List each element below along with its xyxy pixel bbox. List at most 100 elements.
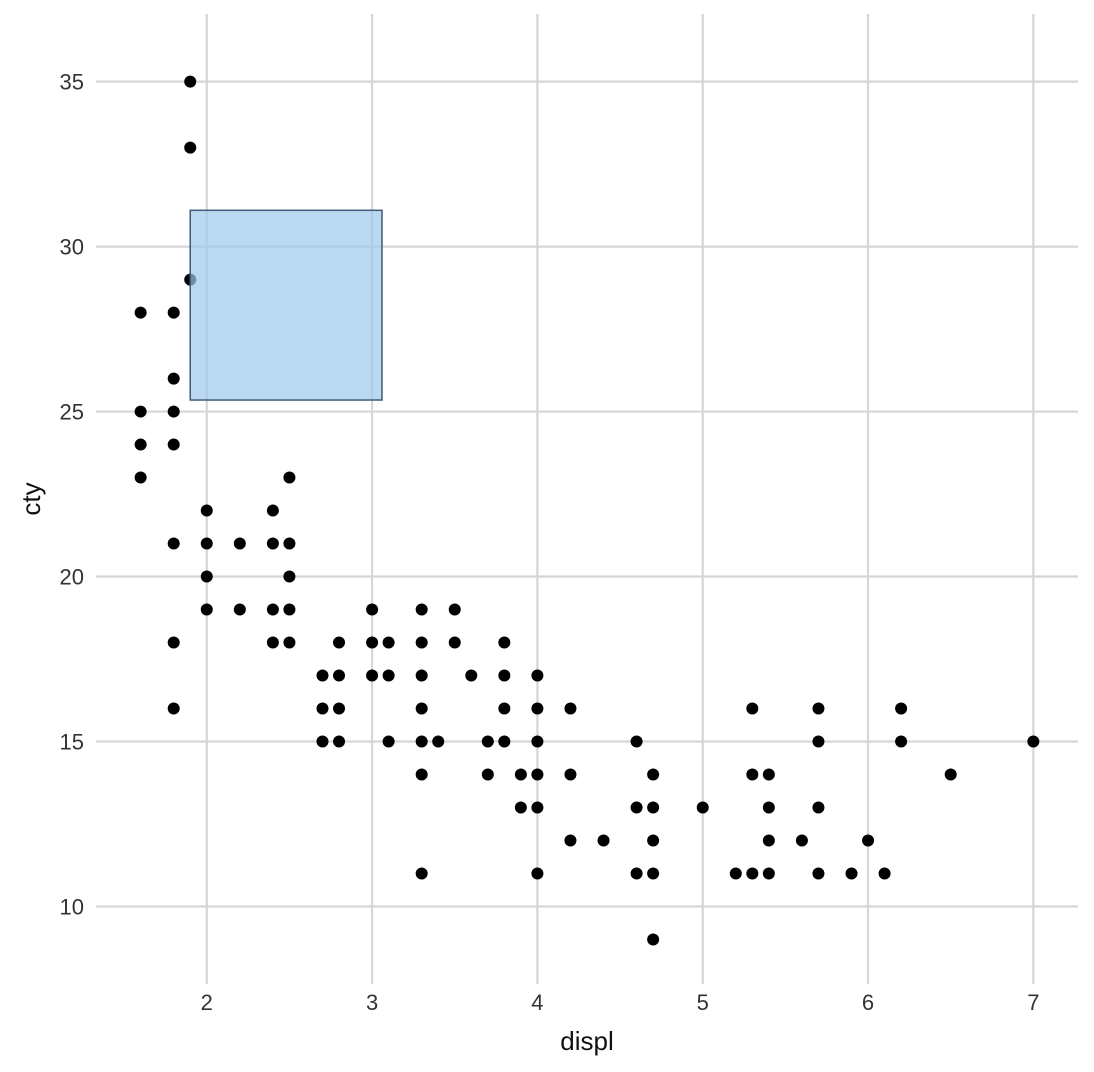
data-point-4 bbox=[167, 306, 180, 319]
data-point-99 bbox=[647, 933, 660, 946]
x-tick-label-7: 7 bbox=[1027, 990, 1039, 1015]
data-point-71 bbox=[564, 768, 577, 781]
data-point-50 bbox=[531, 702, 544, 715]
data-point-14 bbox=[167, 537, 180, 550]
data-point-35 bbox=[448, 636, 461, 649]
data-point-62 bbox=[531, 735, 544, 748]
data-point-90 bbox=[531, 867, 544, 880]
grid-lines bbox=[96, 14, 1078, 984]
data-point-98 bbox=[878, 867, 891, 880]
data-point-27 bbox=[448, 603, 461, 616]
data-point-40 bbox=[382, 669, 395, 682]
data-point-48 bbox=[415, 702, 428, 715]
data-point-86 bbox=[762, 834, 775, 847]
data-point-30 bbox=[283, 636, 296, 649]
data-point-79 bbox=[647, 801, 660, 814]
data-point-61 bbox=[498, 735, 511, 748]
y-tick-label-30: 30 bbox=[60, 235, 84, 260]
data-point-91 bbox=[630, 867, 643, 880]
data-point-83 bbox=[564, 834, 577, 847]
data-point-46 bbox=[316, 702, 329, 715]
data-point-59 bbox=[432, 735, 445, 748]
data-point-42 bbox=[465, 669, 478, 682]
data-point-32 bbox=[366, 636, 379, 649]
data-point-41 bbox=[415, 669, 428, 682]
data-point-19 bbox=[200, 570, 213, 583]
y-tick-label-35: 35 bbox=[60, 70, 84, 95]
data-point-8 bbox=[134, 438, 147, 451]
y-tick-label-10: 10 bbox=[60, 894, 84, 919]
data-point-82 bbox=[812, 801, 825, 814]
data-point-43 bbox=[498, 669, 511, 682]
data-point-58 bbox=[415, 735, 428, 748]
y-tick-label-20: 20 bbox=[60, 565, 84, 590]
data-point-45 bbox=[167, 702, 180, 715]
data-point-49 bbox=[498, 702, 511, 715]
x-tick-label-6: 6 bbox=[862, 990, 874, 1015]
data-point-11 bbox=[283, 471, 296, 484]
x-axis-ticks: 2 3 4 5 6 7 bbox=[201, 990, 1040, 1015]
data-point-84 bbox=[597, 834, 610, 847]
data-point-94 bbox=[746, 867, 759, 880]
y-tick-label-15: 15 bbox=[60, 730, 84, 755]
data-point-7 bbox=[167, 405, 180, 418]
data-point-74 bbox=[762, 768, 775, 781]
data-point-33 bbox=[382, 636, 395, 649]
data-point-55 bbox=[316, 735, 329, 748]
data-point-5 bbox=[167, 372, 180, 385]
data-point-81 bbox=[762, 801, 775, 814]
data-point-78 bbox=[630, 801, 643, 814]
data-point-68 bbox=[481, 768, 494, 781]
data-point-89 bbox=[415, 867, 428, 880]
data-point-57 bbox=[382, 735, 395, 748]
x-tick-label-3: 3 bbox=[366, 990, 378, 1015]
data-point-75 bbox=[944, 768, 957, 781]
data-point-72 bbox=[647, 768, 660, 781]
data-point-31 bbox=[333, 636, 346, 649]
data-point-6 bbox=[134, 405, 147, 418]
data-point-96 bbox=[812, 867, 825, 880]
data-point-51 bbox=[564, 702, 577, 715]
brush-selection[interactable] bbox=[189, 209, 383, 401]
data-point-22 bbox=[233, 603, 246, 616]
data-point-95 bbox=[762, 867, 775, 880]
data-point-10 bbox=[134, 471, 147, 484]
data-point-37 bbox=[316, 669, 329, 682]
data-point-21 bbox=[200, 603, 213, 616]
data-point-3 bbox=[134, 306, 147, 319]
data-point-39 bbox=[366, 669, 379, 682]
x-axis-title: displ bbox=[560, 1026, 613, 1056]
data-point-29 bbox=[266, 636, 279, 649]
data-point-66 bbox=[1027, 735, 1040, 748]
data-point-63 bbox=[630, 735, 643, 748]
data-point-88 bbox=[862, 834, 875, 847]
data-point-97 bbox=[845, 867, 858, 880]
data-point-56 bbox=[333, 735, 346, 748]
data-point-24 bbox=[283, 603, 296, 616]
y-axis-ticks: 10 15 20 25 30 35 bbox=[60, 70, 84, 920]
data-point-38 bbox=[333, 669, 346, 682]
data-point-17 bbox=[266, 537, 279, 550]
data-point-23 bbox=[266, 603, 279, 616]
data-point-92 bbox=[647, 867, 660, 880]
x-tick-label-5: 5 bbox=[697, 990, 709, 1015]
data-point-80 bbox=[696, 801, 709, 814]
data-point-87 bbox=[795, 834, 808, 847]
data-point-9 bbox=[167, 438, 180, 451]
data-point-67 bbox=[415, 768, 428, 781]
y-axis-title: cty bbox=[16, 482, 46, 515]
data-point-77 bbox=[531, 801, 544, 814]
data-point-25 bbox=[366, 603, 379, 616]
data-point-0 bbox=[184, 75, 197, 88]
data-point-15 bbox=[200, 537, 213, 550]
data-point-76 bbox=[514, 801, 527, 814]
data-point-64 bbox=[812, 735, 825, 748]
data-point-44 bbox=[531, 669, 544, 682]
data-point-93 bbox=[729, 867, 742, 880]
data-point-26 bbox=[415, 603, 428, 616]
data-point-28 bbox=[167, 636, 180, 649]
data-point-12 bbox=[200, 504, 213, 517]
data-point-20 bbox=[283, 570, 296, 583]
data-point-13 bbox=[266, 504, 279, 517]
